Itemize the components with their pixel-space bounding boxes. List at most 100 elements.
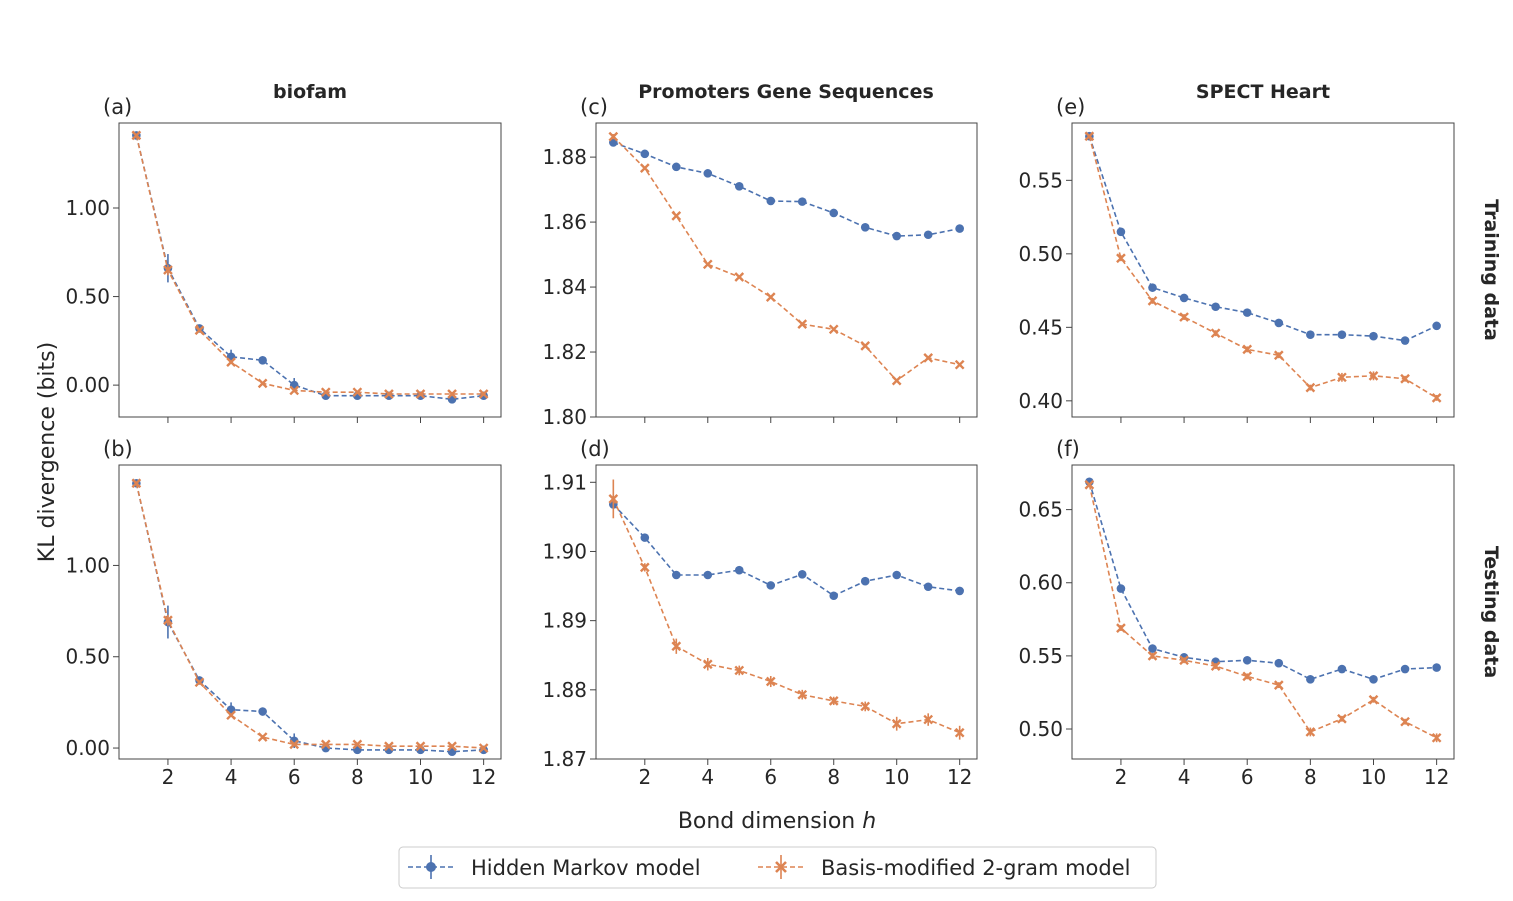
panel-d-point-hmm (640, 533, 650, 542)
panel-e-line-hmm (1088, 135, 1437, 342)
panel-c-point-2gram (923, 353, 934, 363)
panel-f-point-2gram (1400, 716, 1410, 727)
panel-f-point-2gram (1368, 694, 1379, 705)
column-title-biofam: biofam (273, 81, 347, 103)
panel-e-line-2gram (1088, 135, 1438, 399)
legend-hmm-marker-swatch (426, 862, 436, 872)
panel-c-point-hmm (734, 182, 744, 191)
panel-b-point-2gram (352, 739, 363, 750)
panel-b-x-tick-label: 8 (351, 765, 364, 789)
panel-d-label: (d) (580, 437, 610, 461)
panel-e-point-2gram (1400, 373, 1410, 384)
panel-a-point-2gram (226, 357, 236, 367)
panel-c-point-hmm (860, 222, 870, 232)
panel-d-point-hmm (703, 570, 713, 580)
panel-f-point-hmm (1400, 664, 1410, 674)
panel-b-point-2gram (194, 677, 205, 688)
panel-c-point-hmm (829, 208, 839, 218)
panel-f-point-hmm (1432, 663, 1441, 672)
column-title-promoters: Promoters Gene Sequences (638, 81, 934, 103)
panel-f-x-tick-label: 8 (1304, 765, 1317, 789)
panel-e-point-2gram (1337, 372, 1347, 383)
panel-d-point-hmm (671, 570, 681, 580)
panel-d-point-2gram (671, 641, 682, 652)
panel-f-line-2gram (1088, 484, 1437, 739)
panel-b-line-2gram (135, 483, 484, 749)
panel-f-series-hmm (1085, 477, 1441, 684)
legend-entry-2gram: Basis-modified 2-gram model (758, 855, 1130, 880)
panel-d-y-tick-label: 1.87 (542, 747, 587, 771)
panel-c-point-2gram (891, 375, 902, 386)
panel-b-x-tick-label: 12 (471, 765, 496, 789)
panel-e-point-hmm (1179, 293, 1189, 303)
panel-c-y-tick-label: 1.80 (542, 405, 587, 429)
panel-b-point-2gram (478, 743, 489, 753)
panel-d-frame (595, 464, 978, 760)
panel-f-point-hmm (1242, 655, 1252, 665)
panel-d-point-hmm (734, 565, 744, 575)
panel-c-point-2gram (608, 131, 619, 142)
panel-e-frame (1071, 122, 1455, 418)
panel-e-point-hmm (1432, 321, 1441, 331)
panel-a-point-2gram (194, 325, 205, 336)
panel-e-y-tick-label: 0.55 (1018, 168, 1063, 192)
panel-c-point-2gram (860, 341, 871, 351)
panel-e-point-2gram (1242, 344, 1253, 355)
column-title-spect: SPECT Heart (1196, 81, 1330, 103)
panel-c-point-2gram (765, 292, 776, 302)
panel-b-frame (118, 464, 502, 760)
panel-b-point-2gram (415, 741, 426, 752)
panel-f-series-2gram (1084, 479, 1442, 743)
panel-d-point-hmm (829, 591, 839, 601)
panel-c-point-hmm (797, 197, 807, 206)
panel-b-series-2gram (131, 478, 489, 753)
panel-f-point-2gram (1305, 727, 1316, 737)
panel-e-point-hmm (1242, 308, 1252, 317)
panel-d-point-hmm (766, 581, 776, 590)
panel-c-line-hmm (613, 141, 960, 237)
panel-c-point-hmm (703, 169, 713, 178)
panel-b-x-tick-label: 6 (288, 765, 301, 789)
panel-e-y-tick-label: 0.50 (1018, 242, 1063, 266)
panel-b: 0.00 0.50 1.00 2 4 6 8 10 12 (b) (65, 437, 502, 789)
panel-e-point-hmm (1369, 331, 1378, 341)
panel-a-point-2gram (257, 378, 268, 389)
panel-c-point-hmm (766, 196, 776, 206)
panel-c-y-tick-label: 1.82 (542, 340, 587, 364)
panel-d-point-hmm (955, 586, 964, 596)
x-axis-label-text: Bond dimension (678, 809, 855, 834)
panel-d-point-2gram (639, 562, 650, 573)
panel-e-point-hmm (1211, 302, 1220, 312)
panel-c-y-tick-label: 1.86 (542, 210, 587, 234)
panel-a-point-2gram (478, 389, 489, 399)
panel-f-point-hmm (1274, 658, 1284, 668)
panel-a-line-hmm (135, 135, 484, 401)
panel-d-x-tick-label: 12 (947, 765, 972, 789)
panel-b-point-hmm (258, 707, 267, 716)
panel-c-line-2gram (612, 136, 960, 382)
panel-c-point-hmm (892, 231, 902, 241)
panel-f-point-hmm (1337, 664, 1347, 674)
panel-b-point-2gram (384, 741, 394, 752)
panel-a-point-2gram (352, 387, 363, 398)
panel-e-point-hmm (1400, 336, 1410, 345)
legend-label-hmm: Hidden Markov model (471, 856, 701, 880)
panel-f-point-hmm (1369, 674, 1378, 684)
panel-d-point-2gram (734, 665, 745, 676)
row-title-testing: Testing data (1480, 546, 1502, 678)
panel-c-point-hmm (923, 230, 933, 240)
panel-f-line-hmm (1088, 481, 1437, 681)
panel-c-point-hmm (671, 162, 681, 172)
panel-d-series-2gram (608, 479, 965, 740)
legend-2gram-marker-swatch (775, 861, 787, 873)
panel-f-point-2gram (1337, 713, 1347, 724)
panel-e-label: (e) (1056, 95, 1085, 119)
panel-b-point-2gram (257, 732, 268, 742)
panel-a: 0.00 0.50 1.00 (a) (65, 95, 502, 423)
panel-b-point-2gram (289, 739, 300, 750)
panel-c-point-2gram (828, 324, 839, 335)
panel-b-x-tick-label: 2 (162, 765, 175, 789)
panel-a-point-2gram (415, 389, 426, 399)
panel-c-point-2gram (734, 272, 745, 282)
panel-e-point-2gram (1084, 131, 1095, 142)
